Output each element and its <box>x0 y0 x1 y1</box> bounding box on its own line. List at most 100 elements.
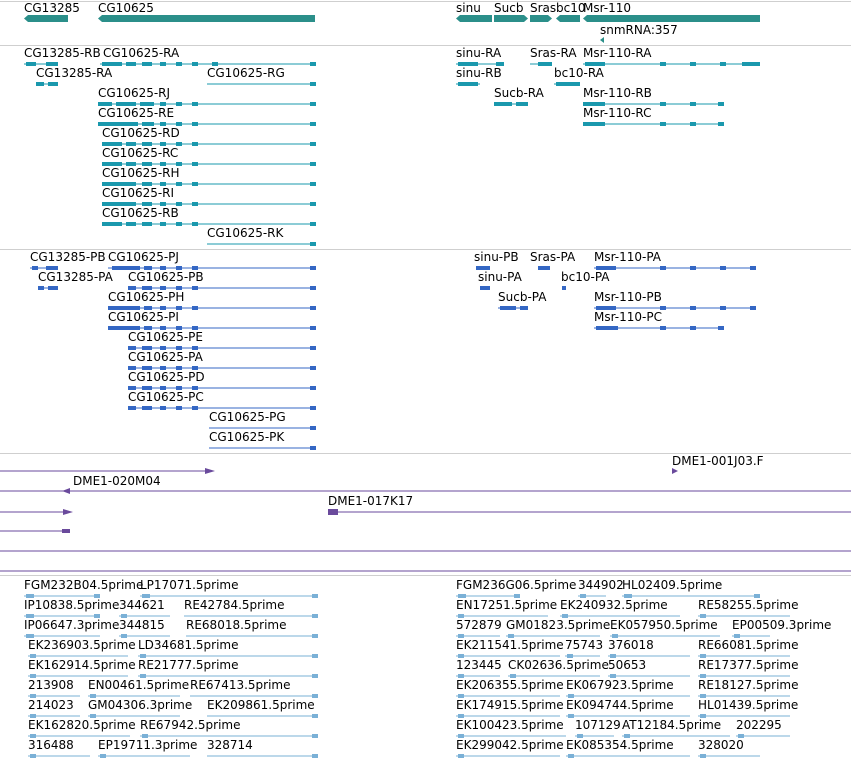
protein-label[interactable]: CG10625-PA <box>128 350 204 364</box>
clone-feature[interactable] <box>0 509 73 515</box>
est-label[interactable]: EK240932.5prime <box>560 598 668 612</box>
est-label[interactable]: RE66081.5prime <box>698 638 799 652</box>
protein-label[interactable]: CG10625-PG <box>209 410 286 424</box>
est-feature[interactable] <box>28 754 90 758</box>
est-feature[interactable] <box>732 634 770 638</box>
transcript-label[interactable]: CG10625-RA <box>103 46 180 60</box>
est-feature[interactable] <box>566 694 690 698</box>
est-label[interactable]: RE21777.5prime <box>138 658 239 672</box>
est-feature[interactable] <box>698 614 790 618</box>
est-feature[interactable] <box>138 674 318 678</box>
est-feature[interactable] <box>608 674 690 678</box>
clone-feature[interactable] <box>328 509 851 515</box>
est-feature[interactable] <box>456 594 520 598</box>
est-feature[interactable] <box>140 594 318 598</box>
transcript-label[interactable]: CG10625-RB <box>102 206 179 220</box>
transcript-label[interactable]: sinu-RB <box>456 66 502 80</box>
transcript-feature[interactable] <box>583 102 724 106</box>
est-feature[interactable] <box>698 714 790 718</box>
gene-label[interactable]: CG10625 <box>98 1 154 15</box>
est-label[interactable]: 344902 <box>578 578 624 592</box>
transcript-feature[interactable] <box>583 122 724 126</box>
est-feature[interactable] <box>456 754 560 758</box>
protein-label[interactable]: sinu-PA <box>478 270 523 284</box>
gene-label[interactable]: sinu <box>456 1 481 15</box>
est-feature[interactable] <box>698 674 790 678</box>
protein-label[interactable]: CG10625-PC <box>128 390 204 404</box>
est-label[interactable]: EK299042.5prime <box>456 738 564 752</box>
protein-feature[interactable] <box>209 446 316 450</box>
est-feature[interactable] <box>565 654 600 658</box>
est-label[interactable]: 107129 <box>575 718 621 732</box>
est-label[interactable]: LD34681.5prime <box>138 638 239 652</box>
gene-feature[interactable] <box>494 15 528 22</box>
est-feature[interactable] <box>622 594 760 598</box>
est-feature[interactable] <box>698 654 790 658</box>
protein-label[interactable]: bc10-PA <box>561 270 610 284</box>
est-feature[interactable] <box>24 634 100 638</box>
transcript-feature[interactable] <box>456 82 480 86</box>
est-label[interactable]: EK067923.5prime <box>566 678 674 692</box>
est-label[interactable]: 572879 <box>456 618 502 632</box>
gene-feature[interactable] <box>556 15 580 22</box>
est-feature[interactable] <box>508 674 600 678</box>
est-label[interactable]: EK085354.5prime <box>566 738 674 752</box>
protein-feature[interactable] <box>38 286 58 290</box>
est-label[interactable]: IP06647.3prime <box>24 618 119 632</box>
protein-feature[interactable] <box>594 326 724 330</box>
gene-feature[interactable] <box>98 15 315 22</box>
transcript-feature[interactable] <box>456 62 504 66</box>
est-label[interactable]: HL02409.5prime <box>622 578 722 592</box>
est-feature[interactable] <box>698 754 760 758</box>
est-feature[interactable] <box>566 754 690 758</box>
est-label[interactable]: AT12184.5prime <box>622 718 721 732</box>
protein-feature[interactable] <box>108 326 316 330</box>
transcript-label[interactable]: CG10625-RJ <box>98 86 170 100</box>
est-label[interactable]: 344621 <box>119 598 165 612</box>
transcript-feature[interactable] <box>530 62 552 66</box>
protein-feature[interactable] <box>209 426 316 430</box>
est-feature[interactable] <box>456 734 566 738</box>
transcript-label[interactable]: CG13285-RA <box>36 66 113 80</box>
est-label[interactable]: 202295 <box>736 718 782 732</box>
gene-feature[interactable] <box>600 37 604 43</box>
transcript-label[interactable]: Sras-RA <box>530 46 577 60</box>
est-label[interactable]: EK100423.5prime <box>456 718 564 732</box>
protein-label[interactable]: Msr-110-PA <box>594 250 662 264</box>
est-feature[interactable] <box>186 634 318 638</box>
transcript-feature[interactable] <box>102 142 316 146</box>
est-label[interactable]: 214023 <box>28 698 74 712</box>
transcript-feature[interactable] <box>24 62 58 66</box>
est-feature[interactable] <box>456 654 560 658</box>
est-label[interactable]: RE58255.5prime <box>698 598 799 612</box>
protein-feature[interactable] <box>476 266 490 270</box>
est-feature[interactable] <box>456 634 500 638</box>
est-label[interactable]: 344815 <box>119 618 165 632</box>
est-label[interactable]: EK162820.5prime <box>28 718 136 732</box>
protein-label[interactable]: Sras-PA <box>530 250 576 264</box>
protein-label[interactable]: CG13285-PA <box>38 270 114 284</box>
est-feature[interactable] <box>28 714 80 718</box>
est-feature[interactable] <box>28 674 128 678</box>
gene-label[interactable]: snmRNA:357 <box>600 23 678 37</box>
est-feature[interactable] <box>456 614 548 618</box>
gene-feature[interactable] <box>530 15 552 22</box>
gene-feature[interactable] <box>24 15 68 22</box>
transcript-label[interactable]: bc10-RA <box>554 66 605 80</box>
est-label[interactable]: EK174915.5prime <box>456 698 564 712</box>
protein-label[interactable]: sinu-PB <box>474 250 519 264</box>
est-label[interactable]: EK211541.5prime <box>456 638 564 652</box>
protein-feature[interactable] <box>562 286 566 290</box>
clone-feature[interactable] <box>0 529 70 533</box>
est-feature[interactable] <box>610 634 720 638</box>
est-label[interactable]: GM04306.3prime <box>88 698 192 712</box>
est-label[interactable]: RE68018.5prime <box>186 618 287 632</box>
protein-feature[interactable] <box>480 286 490 290</box>
protein-label[interactable]: CG10625-PB <box>128 270 204 284</box>
est-feature[interactable] <box>88 714 180 718</box>
est-label[interactable]: EK094744.5prime <box>566 698 674 712</box>
transcript-label[interactable]: CG10625-RG <box>207 66 285 80</box>
est-label[interactable]: LP17071.5prime <box>140 578 239 592</box>
gene-label[interactable]: Sucb <box>494 1 523 15</box>
est-feature[interactable] <box>736 734 790 738</box>
